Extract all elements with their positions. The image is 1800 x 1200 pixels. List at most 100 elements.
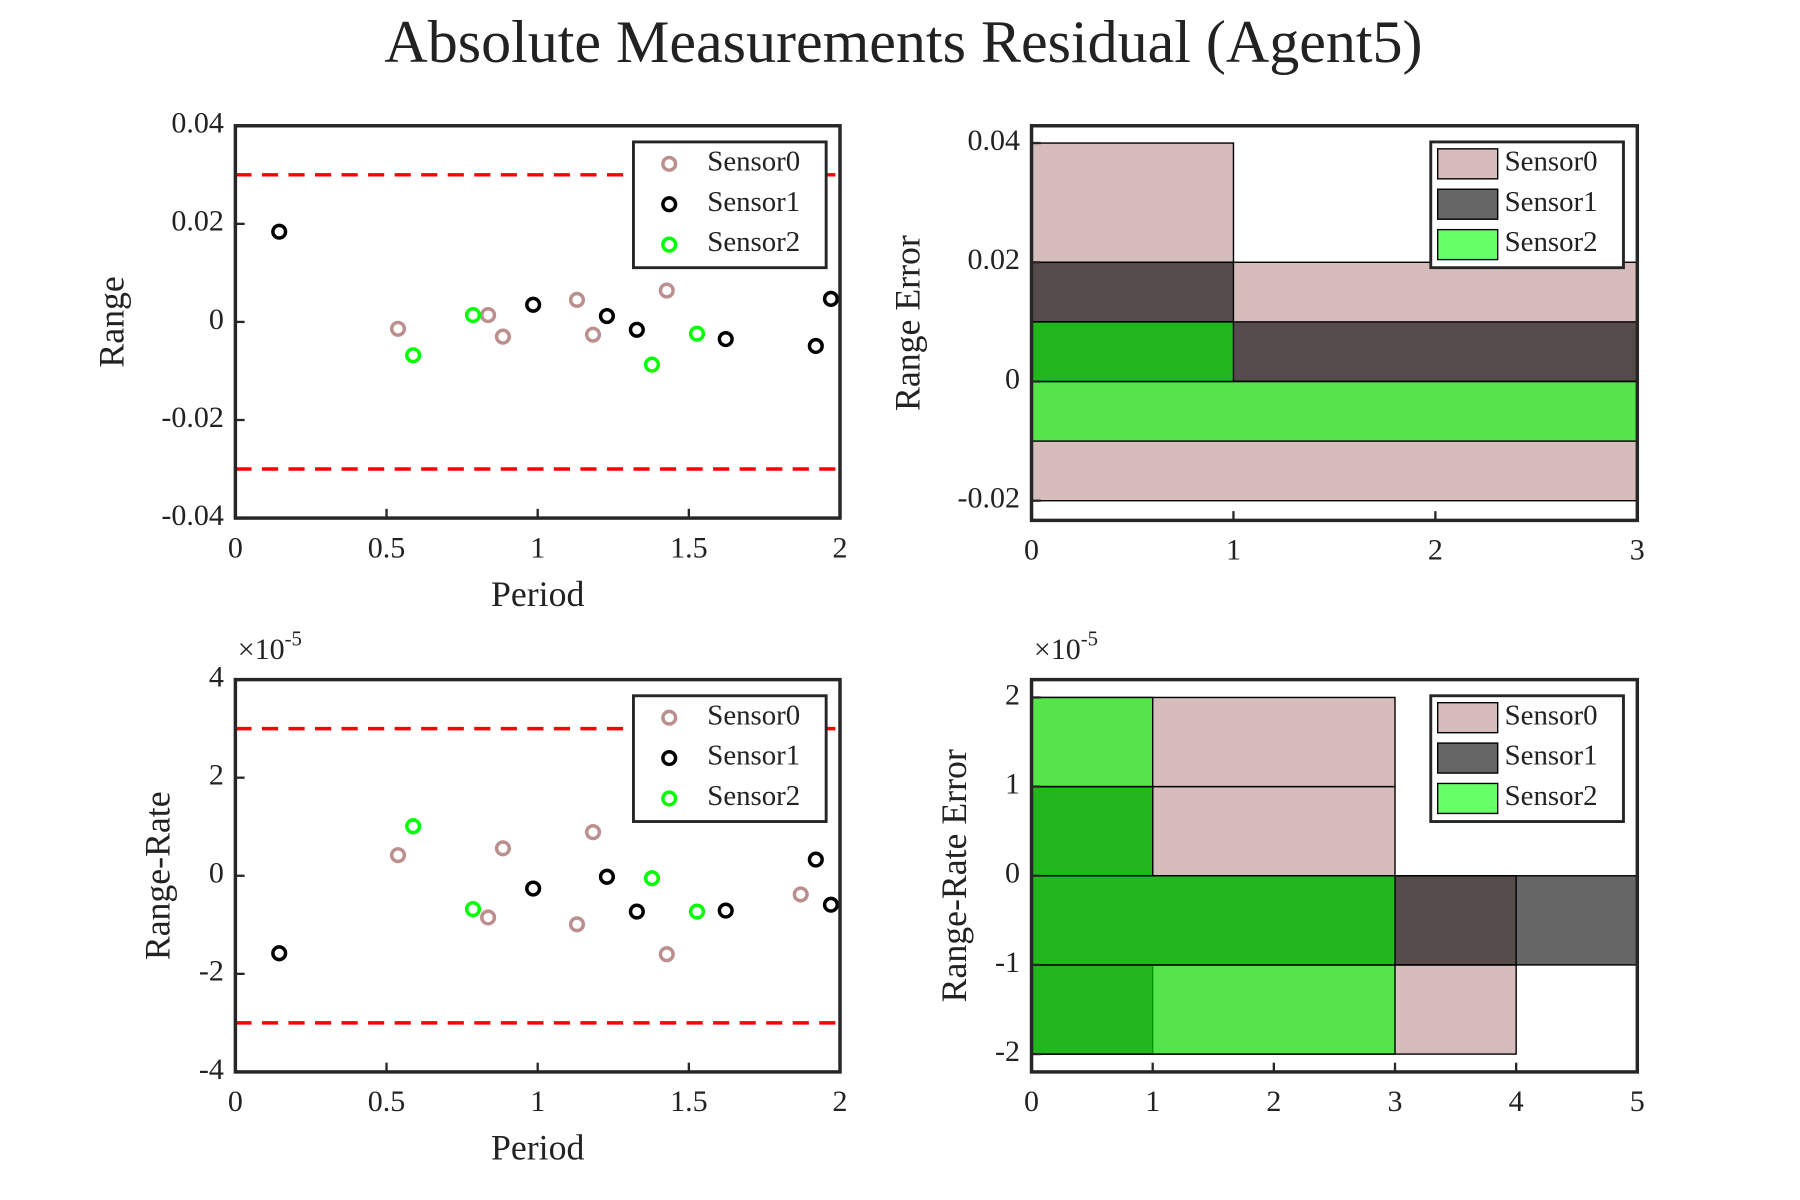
- y-tick-label: 2: [1005, 678, 1020, 711]
- x-tick-label: 2: [1266, 1085, 1281, 1118]
- point: [494, 328, 512, 345]
- x-tick-label: 0: [1024, 1085, 1039, 1118]
- legend: Sensor0 Sensor1 Sensor2: [632, 694, 828, 823]
- y-axis-label: Range-Rate: [138, 791, 178, 960]
- legend-patch: [1437, 188, 1499, 220]
- x-tick-label: 1: [1226, 534, 1241, 567]
- x-tick-label: 1.5: [670, 1085, 708, 1118]
- x-tick-label: 1: [530, 531, 545, 564]
- legend-patch: [1437, 742, 1499, 774]
- histogram-bar: [1031, 696, 1154, 788]
- point: [792, 886, 809, 903]
- point: [822, 290, 840, 307]
- point: [494, 840, 512, 857]
- x-tick-label: 4: [1509, 1085, 1524, 1118]
- y-axis-label: Range: [92, 276, 132, 367]
- point: [584, 326, 602, 343]
- y-axis-label: Range Error: [888, 235, 928, 411]
- point: [480, 909, 497, 926]
- point: [568, 291, 586, 308]
- point: [822, 896, 840, 913]
- y-tick-label: 0.04: [171, 107, 224, 140]
- multiplier-exponent: -5: [285, 628, 302, 650]
- point: [480, 306, 497, 324]
- x-tick-label: 0: [1024, 534, 1039, 567]
- y-tick-label: 4: [209, 661, 224, 694]
- multiplier-exponent: -5: [1081, 628, 1098, 650]
- plot-area: [235, 173, 840, 471]
- y-tick-label: 0.02: [171, 205, 224, 238]
- y-tick-label: 1: [1005, 767, 1020, 800]
- point: [807, 851, 824, 868]
- histogram-bar: [1031, 380, 1638, 442]
- x-tick-label: 1.5: [670, 531, 708, 564]
- histogram-bar: [1031, 875, 1396, 966]
- x-axis-label: Period: [491, 1128, 584, 1168]
- y-tick-label: -1: [995, 946, 1020, 979]
- subplot: 0 0.5 1 1.5 2 -4 -2 0 2 4 Period Range-Rate ×10-5 Sen…: [138, 628, 848, 1168]
- point: [405, 347, 422, 364]
- histogram-bar: [1031, 261, 1235, 323]
- point: [628, 321, 645, 338]
- y-tick-label: 2: [209, 759, 224, 792]
- legend-label: Sensor2: [1505, 780, 1598, 812]
- point: [389, 320, 407, 337]
- multiplier-base: ×10: [1034, 633, 1081, 666]
- point: [688, 903, 706, 920]
- x-tick-label: 0: [228, 531, 243, 564]
- legend: Sensor0 Sensor1 Sensor2: [632, 140, 828, 270]
- legend-label: Sensor1: [707, 186, 800, 218]
- x-tick-label: 1: [1145, 1085, 1160, 1118]
- legend-marker: [661, 749, 678, 767]
- legend-patch: [1437, 701, 1499, 734]
- point: [628, 903, 645, 920]
- y-axis-label: Range-Rate Error: [934, 749, 974, 1002]
- point: [643, 356, 661, 373]
- legend-patch: [1437, 148, 1499, 180]
- y-tick-label: -0.02: [958, 482, 1021, 515]
- y-multiplier: ×10-5: [238, 628, 302, 666]
- y-tick-label: 0.02: [968, 243, 1021, 276]
- point: [807, 337, 824, 355]
- point: [405, 818, 422, 835]
- legend-label: Sensor0: [1505, 699, 1598, 731]
- legend-label: Sensor2: [1505, 226, 1598, 258]
- x-tick-label: 2: [1428, 534, 1443, 567]
- x-tick-label: 0: [228, 1085, 243, 1118]
- x-tick-label: 0.5: [368, 1085, 406, 1118]
- point: [643, 870, 661, 887]
- multiplier-base: ×10: [238, 633, 285, 666]
- legend-label: Sensor1: [1505, 186, 1598, 218]
- legend-label: Sensor0: [707, 145, 800, 177]
- point: [525, 296, 542, 313]
- legend-label: Sensor0: [707, 699, 800, 731]
- subplot: 0 0.5 1 1.5 2 -0.04 -0.02 0 0.02 0.04 Period Range S…: [92, 107, 848, 614]
- point: [271, 223, 288, 240]
- point: [464, 901, 482, 918]
- legend-marker: [661, 196, 678, 213]
- point: [568, 916, 586, 933]
- y-tick-label: -0.04: [161, 499, 224, 532]
- legend-label: Sensor1: [1505, 740, 1598, 772]
- y-tick-label: -0.02: [161, 401, 224, 434]
- histogram-bar: [1031, 785, 1154, 877]
- plot-area: [235, 726, 840, 1025]
- x-tick-label: 3: [1388, 1085, 1403, 1118]
- y-tick-label: 0: [1005, 857, 1020, 890]
- legend-box: [632, 694, 828, 823]
- legend-box: [632, 140, 828, 270]
- point: [598, 307, 615, 325]
- y-multiplier: ×10-5: [1034, 628, 1098, 666]
- point: [688, 325, 706, 342]
- x-axis-label: Period: [491, 574, 584, 614]
- point: [658, 282, 675, 299]
- point: [389, 847, 407, 864]
- point: [464, 306, 482, 324]
- x-tick-label: 1: [530, 1085, 545, 1118]
- x-tick-label: 5: [1630, 1085, 1645, 1118]
- y-tick-label: -2: [199, 955, 224, 988]
- point: [658, 946, 675, 963]
